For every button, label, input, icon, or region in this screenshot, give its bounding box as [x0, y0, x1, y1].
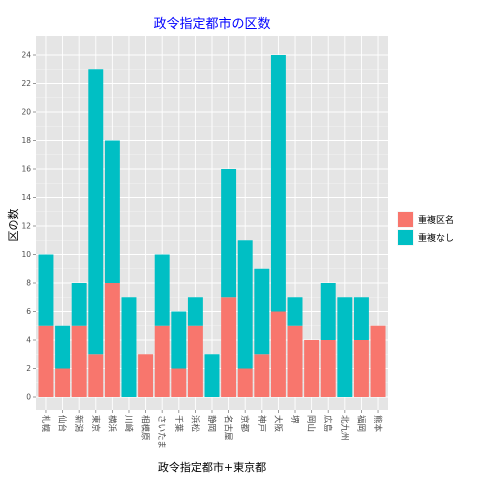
x-tick-label-1: 仙台: [57, 415, 68, 432]
bar-unique-8: [171, 311, 187, 369]
bar-duplicate-6: [138, 354, 154, 397]
x-tick-label-4: 横浜: [106, 415, 117, 433]
bar-unique-9: [187, 297, 203, 326]
bar-unique-3: [88, 69, 104, 355]
bar-unique-15: [287, 297, 303, 326]
y-tick-label: 12: [21, 222, 31, 231]
x-tick-label-0: 札幌: [40, 415, 51, 433]
bar-duplicate-8: [171, 368, 187, 397]
x-tick-label-10: 静岡: [206, 415, 217, 432]
y-tick-label: 16: [21, 165, 31, 174]
y-tick-label: 18: [21, 136, 31, 145]
bar-duplicate-19: [353, 340, 369, 397]
bar-unique-18: [337, 297, 353, 397]
x-tick-label-16: 岡山: [306, 415, 317, 432]
y-tick-label: 2: [26, 364, 31, 373]
x-tick-label-14: 大阪: [272, 415, 283, 433]
x-tick-label-8: 千葉: [173, 415, 184, 433]
y-tick-label: 8: [26, 279, 31, 288]
bar-unique-7: [154, 254, 170, 326]
x-tick-label-6: 相模原: [140, 415, 151, 441]
x-tick-label-5: 川崎: [123, 415, 134, 433]
x-tick-label-18: 北九州: [339, 415, 349, 441]
y-tick-label: 6: [26, 307, 31, 316]
x-axis-label: 政令指定都市+東京都: [158, 460, 266, 474]
x-tick-label-17: 広島: [322, 415, 333, 433]
legend-label-0: 重複区名: [418, 214, 454, 226]
bar-unique-17: [320, 283, 336, 340]
bars: [38, 55, 386, 397]
bar-unique-1: [55, 325, 71, 369]
bar-unique-19: [353, 297, 369, 340]
y-tick-label: 20: [21, 108, 31, 117]
bar-duplicate-12: [237, 368, 253, 397]
y-tick-label: 4: [26, 336, 31, 345]
bar-unique-10: [204, 354, 220, 397]
x-tick-label-12: 京都: [239, 415, 250, 433]
x-tick-label-20: 熊本: [372, 415, 383, 433]
x-tick-label-15: 堺: [289, 415, 300, 424]
chart-title: 政令指定都市の区数: [153, 16, 270, 32]
bar-unique-5: [121, 297, 137, 397]
bar-duplicate-14: [270, 311, 286, 397]
x-tick-label-3: 東京: [90, 415, 101, 432]
bar-unique-4: [104, 140, 120, 283]
bar-unique-14: [270, 55, 286, 312]
bar-duplicate-4: [104, 283, 120, 397]
x-tick-label-11: 名古屋: [223, 415, 234, 441]
y-axis-label: 区の数: [7, 209, 20, 242]
bar-duplicate-16: [304, 340, 320, 397]
bar-duplicate-2: [71, 325, 87, 397]
bar-unique-11: [221, 169, 237, 298]
bar-duplicate-20: [370, 325, 386, 397]
y-tick-label: 24: [21, 51, 31, 60]
bar-duplicate-1: [55, 368, 71, 397]
x-tick-label-7: さいたま: [156, 415, 166, 449]
y-tick-label: 22: [21, 79, 31, 88]
bar-duplicate-7: [154, 325, 170, 397]
x-tick-label-19: 福岡: [355, 415, 366, 432]
y-tick-label: 0: [26, 393, 31, 402]
bar-duplicate-17: [320, 340, 336, 397]
legend-label-1: 重複なし: [418, 232, 454, 244]
bar-unique-2: [71, 283, 87, 326]
x-tick-label-2: 新潟: [73, 415, 84, 433]
bar-duplicate-11: [221, 297, 237, 397]
legend-swatch-0: [398, 212, 413, 227]
bar-unique-13: [254, 268, 270, 355]
bar-duplicate-15: [287, 325, 303, 397]
bar-unique-0: [38, 254, 54, 326]
x-axis-ticks: 札幌 仙台 新潟 東京 横浜 川崎 相模原 さいたま 千葉 浜松 静岡 名古屋 京都 神戸 大阪堺岡山 広島北…: [40, 410, 383, 449]
x-tick-label-13: 神戸: [256, 415, 267, 432]
bar-duplicate-0: [38, 325, 54, 397]
bar-duplicate-3: [88, 354, 104, 397]
y-tick-label: 14: [21, 193, 31, 202]
bar-duplicate-13: [254, 354, 270, 397]
bar-duplicate-9: [187, 325, 203, 397]
legend-swatch-1: [398, 230, 413, 245]
y-tick-label: 10: [21, 250, 31, 259]
x-tick-label-9: 浜松: [189, 415, 200, 433]
bar-unique-12: [237, 240, 253, 369]
